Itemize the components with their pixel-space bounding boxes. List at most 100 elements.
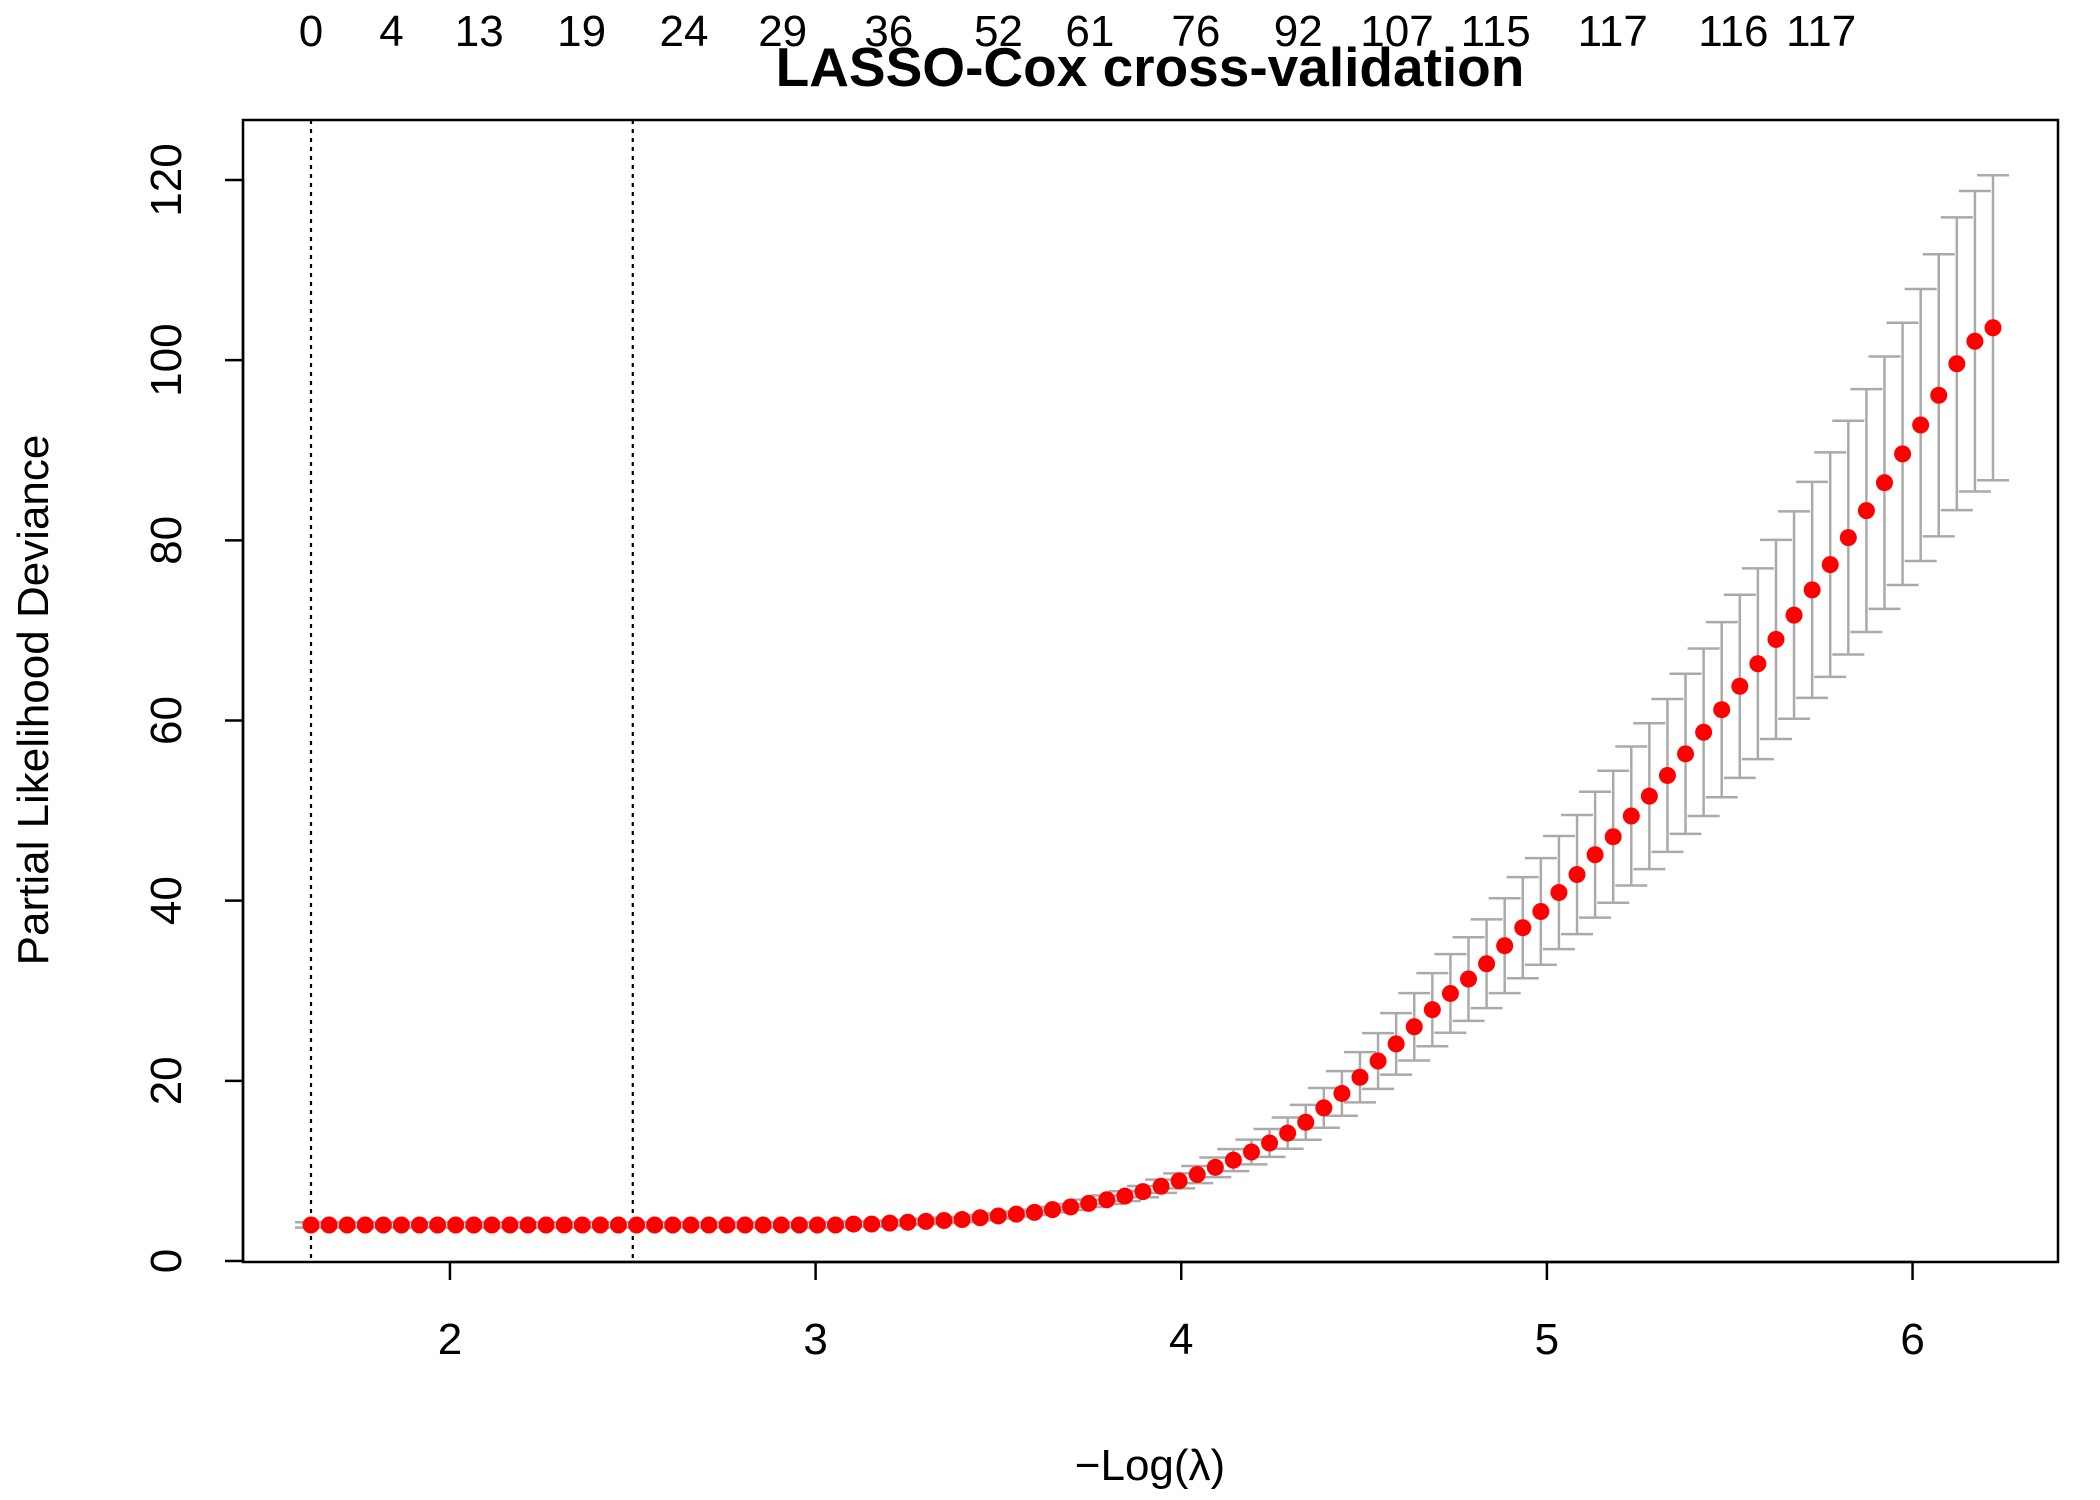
data-point [664,1216,682,1234]
data-point [1948,355,1966,373]
data-point [302,1216,320,1234]
y-tick-label: 40 [142,876,191,925]
data-point [1767,630,1785,648]
top-axis-label: 13 [455,7,504,56]
x-tick-label: 3 [803,1315,827,1364]
y-axis: 0 20 40 60 80 100 120 [142,143,245,1273]
data-point [1134,1183,1152,1201]
data-point [1297,1113,1315,1131]
x-axis-title: −Log(λ) [1075,1441,1225,1490]
data-point [1116,1187,1134,1205]
y-tick-label: 20 [142,1056,191,1105]
data-point [1315,1099,1333,1117]
data-point [1405,1018,1423,1036]
data-point [971,1209,989,1227]
data-point [1713,701,1731,719]
data-point [736,1216,754,1234]
data-point [935,1211,953,1229]
data-point [1369,1052,1387,1070]
data-point [700,1216,718,1234]
data-point [591,1216,609,1234]
data-points [302,319,2002,1234]
top-axis-label: 61 [1065,7,1114,56]
data-point [537,1216,555,1234]
data-point [519,1216,537,1234]
data-point [1188,1166,1206,1184]
top-axis-label: 4 [379,7,403,56]
x-tick-label: 2 [438,1315,462,1364]
data-point [1984,319,2002,337]
data-point [1550,884,1568,902]
y-tick-label: 120 [142,143,191,216]
top-axis-label: 36 [864,7,913,56]
data-point [863,1215,881,1233]
data-point [1875,474,1893,492]
top-axis-label: 29 [758,7,807,56]
top-axis-label: 24 [659,7,708,56]
data-point [1749,655,1767,673]
top-axis-label: 76 [1171,7,1220,56]
data-point [1423,1001,1441,1019]
data-point [628,1216,646,1234]
data-point [808,1216,826,1234]
data-point [953,1211,971,1229]
data-point [1912,416,1930,434]
top-axis-label: 115 [1461,7,1531,56]
data-point [555,1216,573,1234]
x-tick-label: 5 [1535,1315,1559,1364]
top-axis-labels: 0 4 13 19 24 29 36 52 61 76 92 107 115 117 116 117 [299,7,1856,56]
data-point [1351,1068,1369,1086]
top-axis-label: 92 [1274,7,1323,56]
reference-lines [309,120,634,1262]
data-point [1460,970,1478,988]
data-point [1695,723,1713,741]
y-tick-label: 100 [142,323,191,396]
top-axis-label: 117 [1578,7,1648,56]
top-axis-label: 19 [557,7,606,56]
data-point [718,1216,736,1234]
data-point [501,1216,519,1234]
data-point [1640,787,1658,805]
data-point [1080,1194,1098,1212]
data-point [1677,745,1695,763]
data-point [429,1216,447,1234]
data-point [899,1213,917,1231]
data-point [1170,1172,1188,1190]
data-point [1007,1205,1025,1223]
data-point [447,1216,465,1234]
data-point [1025,1203,1043,1221]
data-point [374,1216,392,1234]
data-point [682,1216,700,1234]
data-point [1441,984,1459,1002]
data-point [1532,902,1550,920]
top-axis-label: 117 [1786,7,1856,56]
data-point [338,1216,356,1234]
data-point [754,1216,772,1234]
plot-frame [241,118,2060,1264]
y-tick-label: 0 [142,1249,191,1273]
top-axis-label: 52 [974,7,1023,56]
data-point [1966,332,1984,350]
data-point [1242,1143,1260,1161]
data-point [1785,606,1803,624]
y-tick-label: 60 [142,696,191,745]
y-tick-label: 80 [142,516,191,565]
chart-title: LASSO-Cox cross-validation [776,36,1525,98]
data-point [411,1216,429,1234]
data-point [845,1215,863,1233]
data-point [1803,581,1821,599]
data-point [1261,1134,1279,1152]
data-point [1930,386,1948,404]
data-point [320,1216,338,1234]
data-point [646,1216,664,1234]
data-point [1586,846,1604,864]
data-point [1496,937,1514,955]
data-point [356,1216,374,1234]
data-point [465,1216,483,1234]
data-point [1821,556,1839,574]
top-axis-label: 116 [1698,7,1768,56]
data-point [790,1216,808,1234]
x-tick-label: 4 [1169,1315,1193,1364]
data-point [1224,1151,1242,1169]
